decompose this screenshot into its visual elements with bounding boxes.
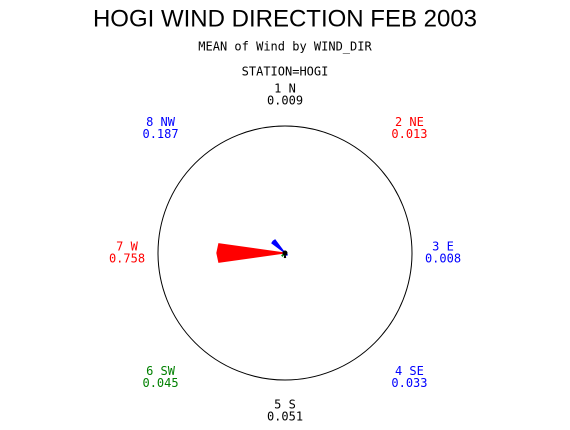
value-label: 0.009 [267,94,303,108]
value-label: 0.013 [391,127,427,141]
direction-wedge [216,243,286,263]
value-label: 0.758 [109,252,145,266]
value-label: 0.045 [142,376,178,390]
outline-circle [157,125,413,381]
direction-label: 2 NE [395,115,424,129]
direction-label: 5 S [274,398,296,412]
value-label: 0.051 [267,410,303,424]
center-dot [282,250,288,256]
direction-label: 3 E [432,240,454,254]
direction-label: 4 SE [395,364,424,378]
value-label: 0.187 [142,127,178,141]
direction-label: 7 W [116,240,138,254]
direction-label: 8 NW [146,115,176,129]
value-label: 0.008 [425,252,461,266]
direction-label: 6 SW [146,364,176,378]
group-label: STATION=HOGI [242,65,329,79]
value-label: 0.033 [391,376,427,390]
chart-subtitle: MEAN of Wind by WIND_DIR [198,40,372,54]
chart-title: HOGI WIND DIRECTION FEB 2003 [93,5,477,32]
direction-label: 1 N [274,82,296,96]
direction-wedge [271,239,286,254]
